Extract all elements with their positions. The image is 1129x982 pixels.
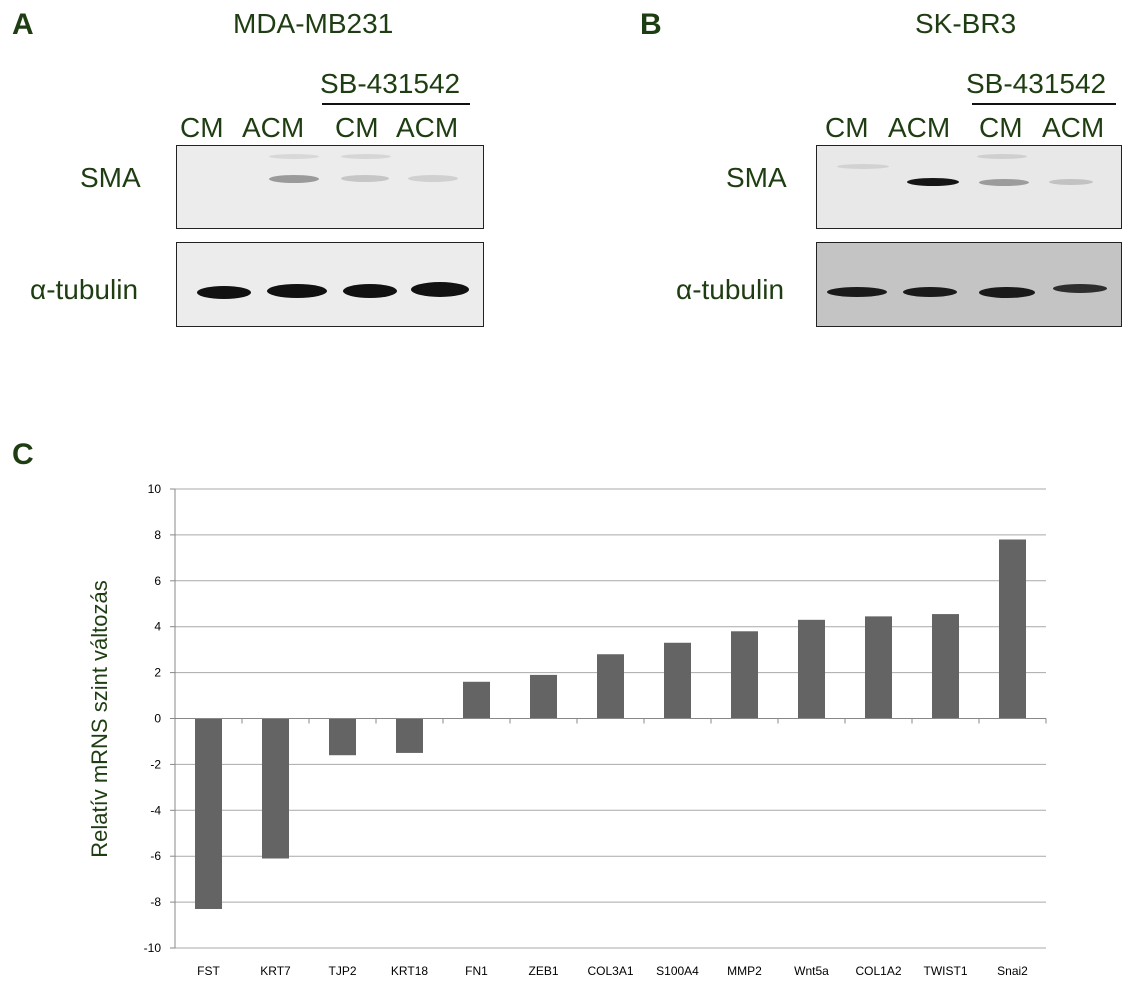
- panel-b-lane-2: ACM: [888, 112, 951, 143]
- x-tick-label: KRT18: [391, 964, 428, 978]
- y-tick-labels: 10 8 6 4 2 0 -2 -4 -6 -8 -10: [144, 482, 162, 955]
- y-tick-label: -2: [150, 757, 161, 771]
- x-tick-label: S100A4: [656, 964, 699, 978]
- panel-b-cell-line: SK-BR3: [915, 8, 1017, 39]
- panel-b-lane-1: CM: [825, 112, 869, 143]
- x-tick-label: FST: [197, 964, 220, 978]
- x-tick-labels: FST KRT7 TJP2 KRT18 FN1 ZEB1 COL3A1 S100A4 MMP2 W…: [197, 964, 1028, 978]
- y-tick-label: 4: [154, 620, 161, 634]
- bar-zeb1: [530, 674, 557, 719]
- bar-snai2: [999, 539, 1026, 719]
- bar-krt7: [262, 718, 289, 859]
- bar-wnt5a: [798, 619, 825, 719]
- panel-b-lane-3: CM: [979, 112, 1023, 143]
- panel-b-sma-blot: [816, 145, 1122, 229]
- panel-a-sma-band: [341, 175, 389, 182]
- y-axis-label: Relatív mRNS szint változás: [87, 580, 112, 858]
- panel-b-tubulin-band: [979, 287, 1035, 298]
- bar-mmp2: [731, 631, 758, 719]
- x-tick-label: TWIST1: [924, 964, 968, 978]
- panel-a-lane-2: ACM: [242, 112, 305, 143]
- panel-a-sma-band: [341, 154, 391, 159]
- x-tick-label: ZEB1: [528, 964, 558, 978]
- x-tick-label: FN1: [465, 964, 488, 978]
- bar-tjp2: [329, 718, 356, 756]
- panel-b-tubulin-blot: [816, 242, 1122, 327]
- bar-twist1: [932, 614, 959, 719]
- bars: [195, 539, 1026, 909]
- panel-b-tubulin-band: [827, 287, 887, 297]
- bar-krt18: [396, 718, 423, 753]
- panel-a-inhibitor-label: SB-431542: [320, 68, 461, 99]
- panel-a-sma-band: [269, 154, 319, 159]
- x-tick-label: KRT7: [260, 964, 291, 978]
- y-tick-label: 0: [154, 712, 161, 726]
- panel-b-letter: B: [640, 8, 662, 41]
- bar-col1a2: [865, 616, 892, 719]
- panel-a-row-sma: SMA: [80, 162, 141, 193]
- panel-a-lane-1: CM: [180, 112, 224, 143]
- panel-a-inhibitor-line: [322, 103, 470, 105]
- panel-b-sma-band: [979, 179, 1029, 186]
- y-tick-label: 6: [154, 574, 161, 588]
- panel-a-cell-line: MDA-MB231: [233, 8, 394, 39]
- y-tick-label: -4: [150, 803, 161, 817]
- panel-b-inhibitor-line: [972, 103, 1116, 105]
- panel-b-sma-band: [837, 164, 889, 169]
- panel-a-row-tubulin: α-tubulin: [30, 274, 139, 305]
- axes: [174, 489, 1047, 948]
- panel-a-tubulin-band: [343, 284, 397, 298]
- y-tick-label: 8: [154, 528, 161, 542]
- panel-a-lane-3: CM: [335, 112, 379, 143]
- y-tick-label: 10: [148, 482, 162, 496]
- y-tick-label: -10: [144, 941, 162, 955]
- panel-a-sma-band: [269, 175, 319, 183]
- panel-b-row-sma: SMA: [726, 162, 787, 193]
- panel-c-letter: C: [12, 438, 34, 471]
- x-tick-label: COL3A1: [587, 964, 633, 978]
- panel-b-lane-4: ACM: [1042, 112, 1105, 143]
- panel-a-lane-4: ACM: [396, 112, 459, 143]
- panel-a-tubulin-band: [197, 286, 251, 299]
- panel-b-tubulin-band: [1053, 284, 1107, 293]
- x-tick-label: TJP2: [328, 964, 356, 978]
- bar-s100a4: [664, 642, 691, 719]
- bar-fn1: [463, 681, 490, 719]
- panel-b-tubulin-band: [903, 287, 957, 297]
- panel-b-sma-band: [977, 154, 1027, 159]
- bar-fst: [195, 718, 222, 909]
- panel-b-inhibitor-label: SB-431542: [966, 68, 1107, 99]
- panel-a-letter: A: [12, 8, 34, 41]
- panel-b-sma-band: [907, 178, 959, 186]
- panel-a-sma-blot: [176, 145, 484, 229]
- panel-b-sma-band: [1049, 179, 1093, 185]
- panel-b-row-tubulin: α-tubulin: [676, 274, 785, 305]
- y-tick-label: -8: [150, 895, 161, 909]
- x-tick-label: Wnt5a: [794, 964, 829, 978]
- panel-a-tubulin-band: [411, 282, 469, 297]
- panel-a-tubulin-blot: [176, 242, 484, 327]
- gridlines: [170, 488, 1046, 949]
- y-tick-label: 2: [154, 666, 161, 680]
- x-tick-label: MMP2: [727, 964, 762, 978]
- x-tick-label: Snai2: [997, 964, 1028, 978]
- bar-col3a1: [597, 654, 624, 719]
- x-tick-label: COL1A2: [855, 964, 901, 978]
- panel-a-tubulin-band: [267, 284, 327, 298]
- y-tick-label: -6: [150, 849, 161, 863]
- panel-a-sma-band: [408, 175, 458, 182]
